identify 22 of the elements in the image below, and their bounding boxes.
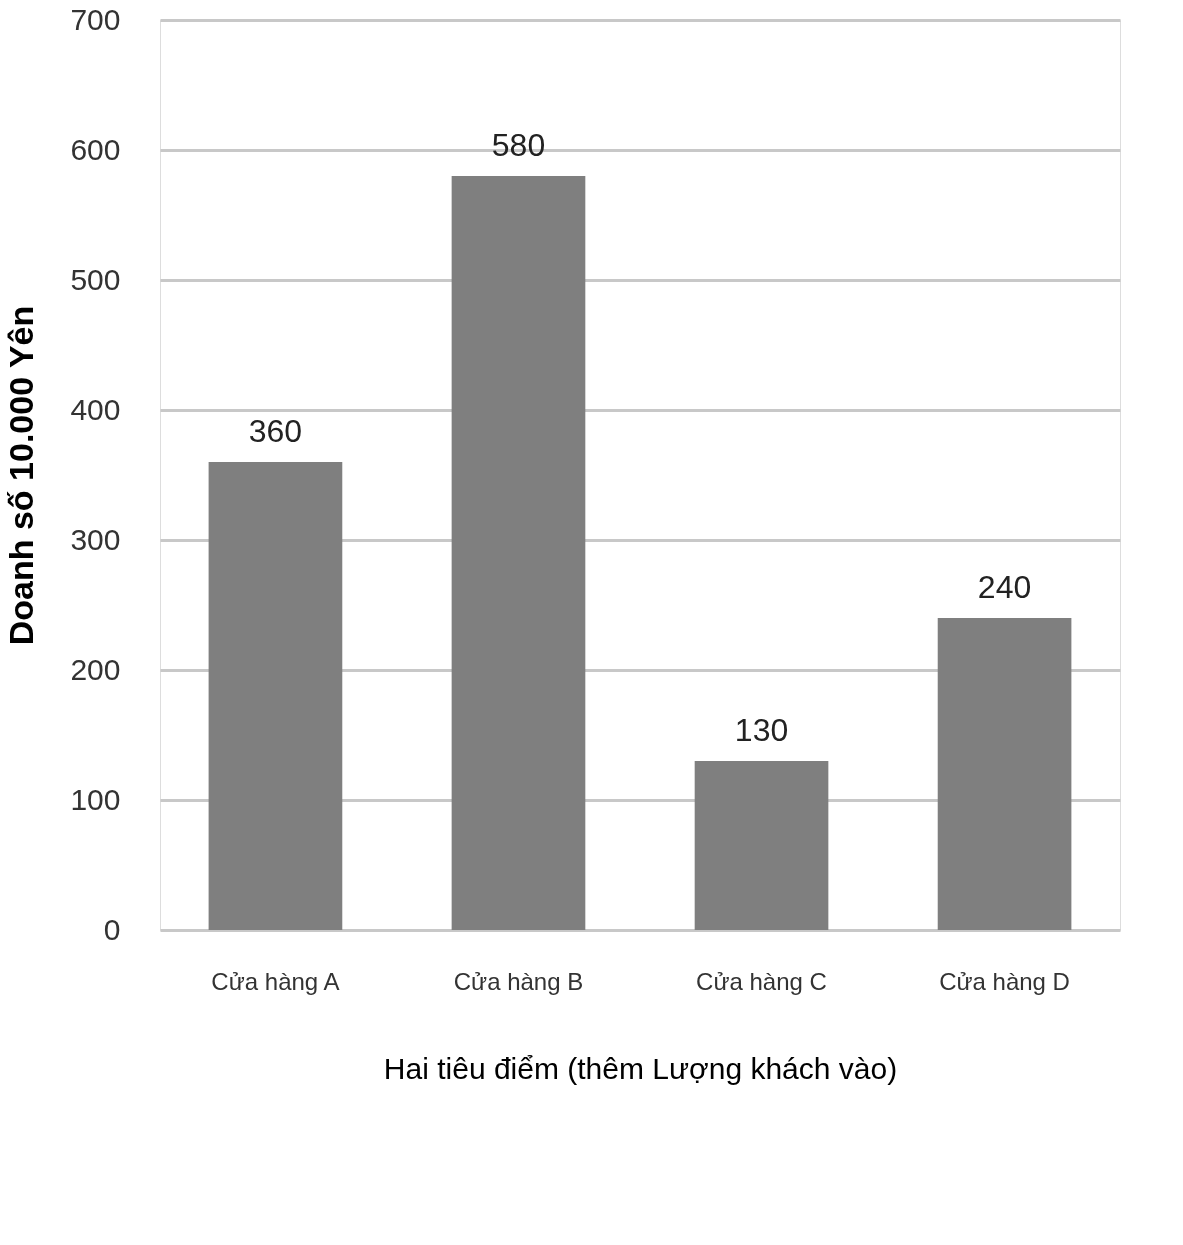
bar bbox=[937, 618, 1072, 930]
x-axis-title: Hai tiêu điểm (thêm Lượng khách vào) bbox=[383, 1051, 898, 1085]
y-tick-label: 600 bbox=[70, 132, 121, 166]
y-tick-label: 700 bbox=[70, 2, 121, 36]
y-tick-label: 0 bbox=[103, 912, 121, 946]
y-tick-label: 300 bbox=[70, 522, 121, 556]
x-tick-label: Cửa hàng A bbox=[211, 967, 340, 995]
y-axis-title: Doanh số 10.000 Yên bbox=[2, 305, 41, 646]
y-tick-label: 100 bbox=[70, 782, 121, 816]
y-tick-label: 400 bbox=[70, 392, 121, 426]
data-label: 240 bbox=[977, 569, 1032, 605]
bar bbox=[451, 176, 586, 930]
bar bbox=[208, 462, 343, 930]
bar bbox=[694, 761, 829, 930]
y-tick-label: 500 bbox=[70, 262, 121, 296]
x-tick-label: Cửa hàng D bbox=[939, 967, 1070, 995]
y-tick-label: 200 bbox=[70, 652, 121, 686]
data-label: 580 bbox=[491, 127, 546, 163]
data-label: 360 bbox=[248, 413, 303, 449]
x-tick-label: Cửa hàng B bbox=[453, 967, 584, 995]
data-label: 130 bbox=[734, 712, 789, 748]
x-tick-label: Cửa hàng C bbox=[696, 967, 827, 995]
